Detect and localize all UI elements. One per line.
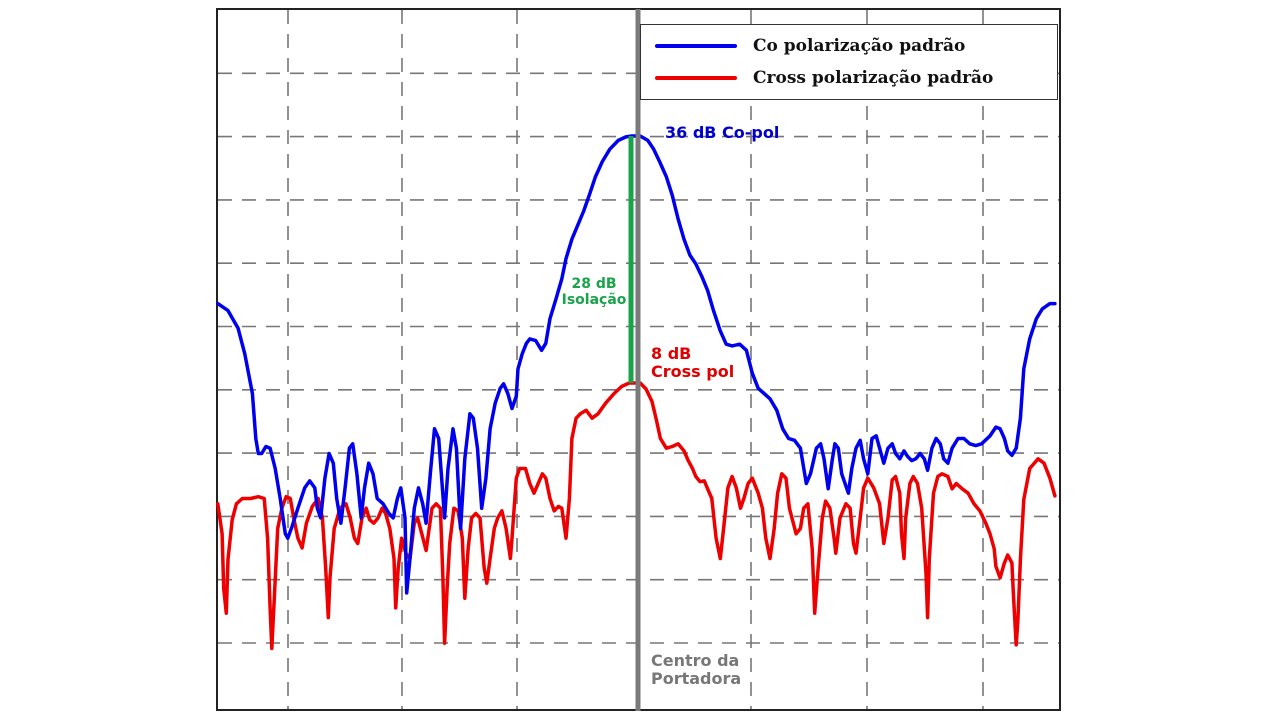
crosspol-line-swatch-icon — [655, 76, 737, 80]
copol-peak-label: 36 dB Co-pol — [665, 123, 780, 142]
carrier-center-label: Centro da Portadora — [651, 651, 742, 689]
isolation-value: 28 dB — [571, 276, 617, 292]
carrier-center-line2: Portadora — [651, 669, 742, 689]
legend-item-crosspol: Cross polarização padrão — [655, 63, 993, 93]
crosspol-text: Cross pol — [651, 362, 735, 382]
crosspol-value: 8 dB — [651, 344, 692, 363]
legend-label-crosspol: Cross polarização padrão — [753, 68, 994, 88]
chart-legend: Co polarização padrão Cross polarização … — [640, 24, 1058, 100]
legend-label-copol: Co polarização padrão — [753, 36, 966, 56]
copol-line-swatch-icon — [655, 44, 737, 48]
legend-item-copol: Co polarização padrão — [655, 31, 965, 61]
crosspol-label: 8 dB Cross pol — [651, 344, 735, 382]
isolation-text: Isolação — [561, 292, 627, 309]
isolation-label: 28 dB Isolação — [559, 276, 629, 308]
carrier-center-line1: Centro da — [651, 651, 740, 670]
series-lines — [216, 134, 1057, 651]
